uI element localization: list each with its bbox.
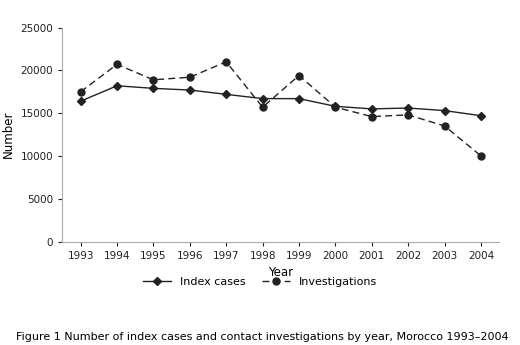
Text: Figure 1 Number of index cases and contact investigations by year, Morocco 1993–: Figure 1 Number of index cases and conta…	[16, 332, 508, 342]
X-axis label: Year: Year	[268, 266, 293, 279]
Y-axis label: Number: Number	[2, 111, 15, 158]
Legend: Index cases, Investigations: Index cases, Investigations	[139, 272, 381, 291]
